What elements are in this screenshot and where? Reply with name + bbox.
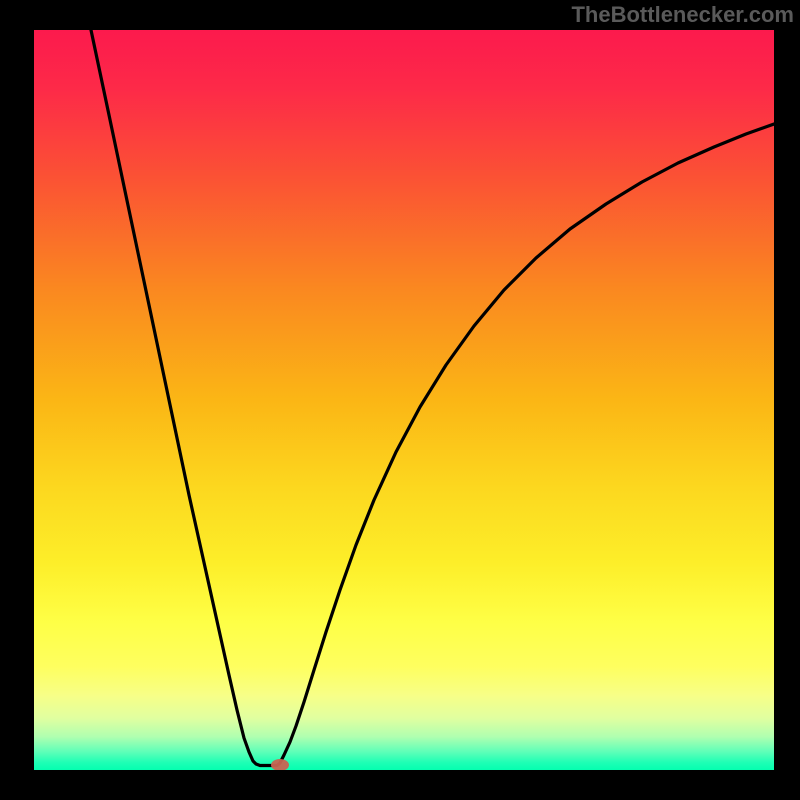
chart-container: TheBottlenecker.com	[0, 0, 800, 800]
plot-area	[34, 30, 774, 770]
attribution-text: TheBottlenecker.com	[571, 2, 794, 28]
plot-background	[34, 30, 774, 770]
chart-svg	[34, 30, 774, 770]
